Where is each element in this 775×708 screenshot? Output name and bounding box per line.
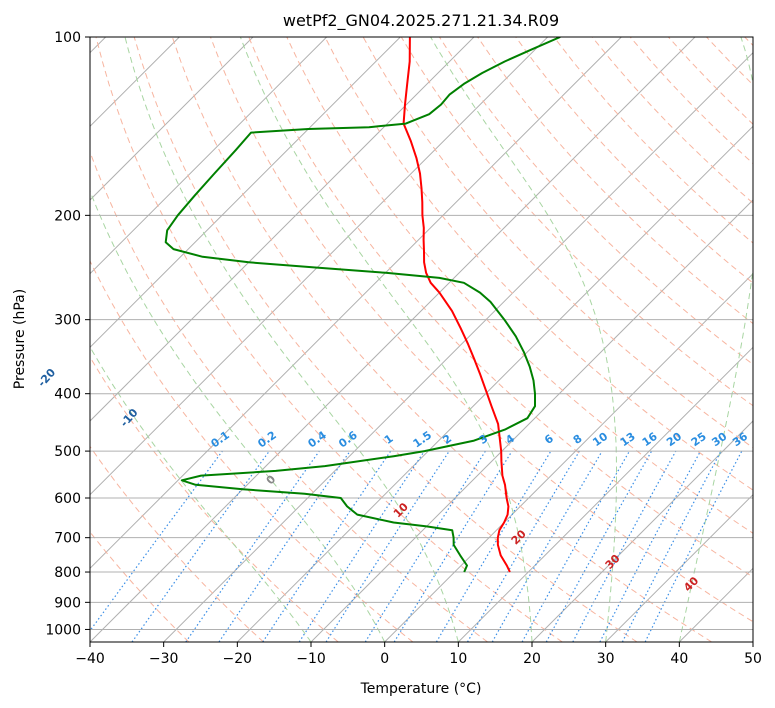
y-tick-label: 800 [54,565,81,581]
dry-adiabat-line [90,445,264,642]
mixing-ratio-line [90,450,223,632]
isotherm-line [90,37,328,275]
dry-adiabat-line [324,37,753,491]
isotherm-line [236,125,753,642]
chart-title: wetPf2_GN04.2025.271.21.34.R09 [283,11,559,31]
mixing-ratio-line [298,450,425,642]
x-tick-label: 0 [380,651,389,667]
dry-adiabat-line [248,37,753,578]
mixing-ratio-line [572,450,677,642]
y-tick-label: 1000 [45,622,81,638]
y-tick-label: 400 [54,387,81,403]
moist-adiabat-line [430,37,617,642]
x-tick-label: 10 [449,651,467,667]
mixing-ratio-line [644,450,743,642]
mixing-ratio-line [393,450,513,642]
y-tick-label: 600 [54,491,81,507]
dry-adiabat-line [171,37,712,642]
dry-adiabat-line [90,356,339,642]
x-tick-label: 30 [597,651,615,667]
y-tick-label: 200 [54,208,81,224]
dewpoint-profile [164,37,561,573]
temperature-profile [402,37,511,573]
y-tick-label: 900 [54,595,81,611]
isotherm-line [384,272,753,642]
x-tick-label: −10 [296,651,326,667]
mixing-ratio-line [262,450,392,642]
plot-frame [89,36,754,643]
x-tick-label: 20 [523,651,541,667]
isotherm-line [531,420,753,642]
x-tick-label: 50 [744,651,762,667]
isotherm-line [457,346,753,642]
isotherm-line [90,37,475,422]
y-tick-label: 100 [54,30,81,46]
dry-adiabat-line [286,37,753,534]
y-tick-label: 700 [54,531,81,547]
isotherm-line [90,37,622,570]
moist-adiabat-line [678,37,753,642]
isotherm-line [90,37,401,349]
sounding-lines [164,37,561,573]
dry-adiabat-line [95,37,563,642]
x-tick-label: −40 [75,651,105,667]
moist-adiabat-line [239,37,533,642]
axis-ticks: −40 −30 −20 −10 0 10 20 30 40 50 100 200 300 400 500 60… [45,30,762,667]
mixing-ratio-line [521,450,631,642]
isotherm-line [90,37,549,496]
dry-adiabat-line [90,259,414,642]
y-axis-title: Pressure (hPa) [12,289,28,389]
dry-adiabat-line [210,37,753,623]
isotherm-line [90,37,254,201]
dry-adiabat-line [133,37,638,642]
moist-adiabat-line [90,345,312,642]
x-tick-label: −20 [223,651,253,667]
x-tick-label: 40 [670,651,688,667]
y-tick-label: 300 [54,313,81,329]
x-axis-title: Temperature (°C) [360,681,482,697]
moist-adiabat-line [124,37,459,642]
mixing-ratio-line [218,450,351,642]
isotherm-line [90,37,696,642]
mixing-ratio-line [545,450,653,642]
dry-adiabat-line [515,37,753,284]
x-tick-label: −30 [149,651,179,667]
mixing-ratio-line [131,450,270,642]
mixing-ratio-line [325,450,450,642]
moist-adiabat-line [90,189,386,642]
y-tick-label: 500 [54,444,81,460]
mixing-ratio-line [185,450,320,642]
isotherm-line [605,493,753,642]
